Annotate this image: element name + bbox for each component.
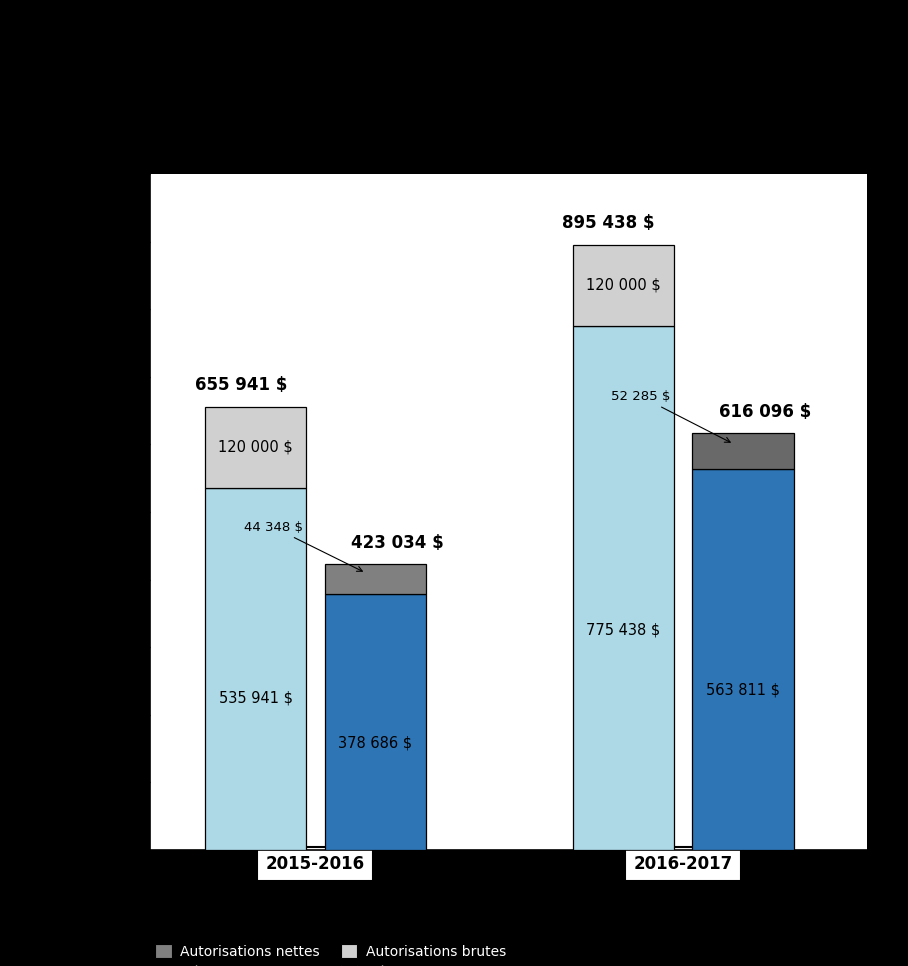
- Text: 44 348 $: 44 348 $: [243, 521, 362, 571]
- Bar: [205, 488, 306, 850]
- Text: 563 811 $: 563 811 $: [706, 682, 780, 697]
- Text: 120 000 $: 120 000 $: [586, 277, 661, 293]
- Text: 775 438 $: 775 438 $: [587, 622, 660, 638]
- Bar: [693, 434, 794, 469]
- Text: 423 034 $: 423 034 $: [350, 534, 444, 552]
- Bar: [324, 564, 426, 594]
- Text: 616 096 $: 616 096 $: [719, 403, 811, 421]
- Text: 895 438 $: 895 438 $: [562, 214, 655, 233]
- Legend: Autorisations nettes, Dépenses nettes, Autorisations brutes, Dépenses brutes: Autorisations nettes, Dépenses nettes, A…: [150, 938, 511, 966]
- Bar: [693, 469, 794, 850]
- Bar: [324, 594, 426, 850]
- Bar: [205, 407, 306, 488]
- Text: 378 686 $: 378 686 $: [338, 735, 412, 750]
- Bar: [573, 244, 674, 326]
- Text: 535 941 $: 535 941 $: [219, 691, 292, 705]
- Text: 52 285 $: 52 285 $: [611, 390, 730, 442]
- Text: 120 000 $: 120 000 $: [218, 440, 293, 455]
- Bar: [573, 326, 674, 850]
- Text: 655 941 $: 655 941 $: [194, 377, 287, 394]
